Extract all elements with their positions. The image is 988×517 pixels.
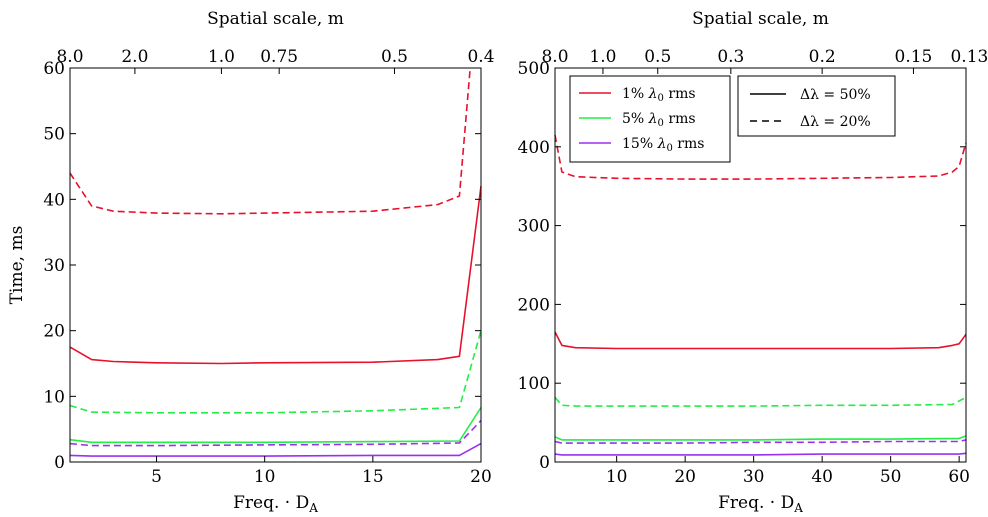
top-axis-label: Spatial scale, m: [207, 9, 344, 29]
legend-pct: 5%: [622, 111, 649, 127]
top-tick-label: 0.15: [895, 47, 933, 67]
top-tick-label: 0.75: [260, 47, 298, 67]
top-tick-label: 0.4: [467, 47, 494, 67]
x-tick-label: 40: [811, 467, 833, 487]
top-tick-label: 8.0: [541, 47, 568, 67]
y-tick-label: 0: [54, 453, 65, 473]
y-tick-label: 40: [43, 190, 65, 210]
x-tick-label: 50: [880, 467, 902, 487]
series-line-1pct-solid: [554, 331, 967, 350]
legend-lambda-sub: 0: [666, 143, 672, 154]
legend-suffix: rms: [673, 136, 705, 152]
top-tick-label: 0.13: [950, 47, 988, 67]
legend-style: Δλ = 50% Δλ = 20%: [737, 75, 896, 137]
y-tick-label: 500: [518, 59, 550, 79]
top-tick-label: 0.5: [381, 47, 408, 67]
top-tick-label: 0.2: [809, 47, 836, 67]
legend-lambda: λ: [648, 111, 658, 127]
legend-style-label: Δλ = 20%: [800, 114, 871, 130]
x-tick-label: 20: [674, 467, 696, 487]
series-line-5pct-dashed: [69, 330, 482, 414]
legend-style-label: Δλ = 50%: [800, 87, 871, 103]
legend-lambda-sub: 0: [658, 118, 664, 129]
x-tick-label: 20: [470, 467, 492, 487]
legend-pct: 1%: [622, 86, 649, 102]
y-tick-label: 200: [518, 295, 550, 315]
series-line-5pct-dashed: [554, 396, 967, 407]
top-tick-label: 0.3: [717, 47, 744, 67]
x-axis-label: Freq. · DA: [233, 493, 318, 515]
legend-style-box: [737, 75, 896, 137]
series-line-1pct-dashed: [69, 67, 471, 215]
top-tick-label: 8.0: [56, 47, 83, 67]
series-line-1pct-dashed: [554, 134, 967, 180]
legend-label: 5% λ0 rms: [622, 111, 696, 129]
y-tick-label: 0: [539, 453, 550, 473]
plot-frame: [554, 67, 967, 463]
y-tick-label: 400: [518, 138, 550, 158]
top-tick-label: 0.5: [644, 47, 671, 67]
plot-frame: [69, 67, 482, 463]
series-line-5pct-solid: [69, 407, 482, 444]
series-line-15pct-solid: [554, 452, 967, 456]
legend-lambda-sub: 0: [658, 93, 664, 104]
legend-noise-box: [569, 75, 731, 163]
y-tick-label: 60: [43, 59, 65, 79]
series-line-15pct-dashed: [69, 420, 482, 447]
legend-suffix: rms: [664, 111, 696, 127]
y-tick-label: 30: [43, 256, 65, 276]
legend-lambda: λ: [657, 136, 667, 152]
y-tick-label: 20: [43, 322, 65, 342]
x-axis-label-main: Freq. · D: [233, 493, 309, 513]
series-line-5pct-solid: [554, 435, 967, 441]
series-line-1pct-solid: [69, 186, 482, 365]
x-tick-label: 10: [606, 467, 628, 487]
top-axis-label: Spatial scale, m: [692, 9, 829, 29]
y-tick-label: 300: [518, 217, 550, 237]
series-line-15pct-dashed: [554, 439, 967, 444]
top-tick-label: 1.0: [589, 47, 616, 67]
legend-lambda: λ: [648, 86, 658, 102]
y-axis-label: Time, ms: [7, 226, 27, 305]
x-tick-label: 30: [743, 467, 765, 487]
x-tick-label: 60: [948, 467, 970, 487]
y-tick-label: 100: [518, 374, 550, 394]
panel-1: 5 10 15 20 0 10 20 30 40 50 608.0 2.0 1.0 0.75 0.5 0.4 S…: [7, 9, 495, 515]
x-axis-label-sub: A: [793, 501, 803, 515]
legend-suffix: rms: [664, 86, 696, 102]
x-tick-label: 10: [254, 467, 276, 487]
x-tick-label: 15: [362, 467, 384, 487]
legend-pct: 15%: [622, 136, 658, 152]
y-tick-label: 10: [43, 387, 65, 407]
x-axis-label: Freq. · DA: [718, 493, 803, 515]
x-axis-label-main: Freq. · D: [718, 493, 794, 513]
x-tick-label: 5: [151, 467, 162, 487]
top-tick-label: 2.0: [121, 47, 148, 67]
legend-label: 1% λ0 rms: [622, 86, 696, 104]
top-tick-label: 1.0: [208, 47, 235, 67]
legend-label: 15% λ0 rms: [622, 136, 704, 154]
y-tick-label: 50: [43, 125, 65, 145]
x-axis-label-sub: A: [308, 501, 318, 515]
